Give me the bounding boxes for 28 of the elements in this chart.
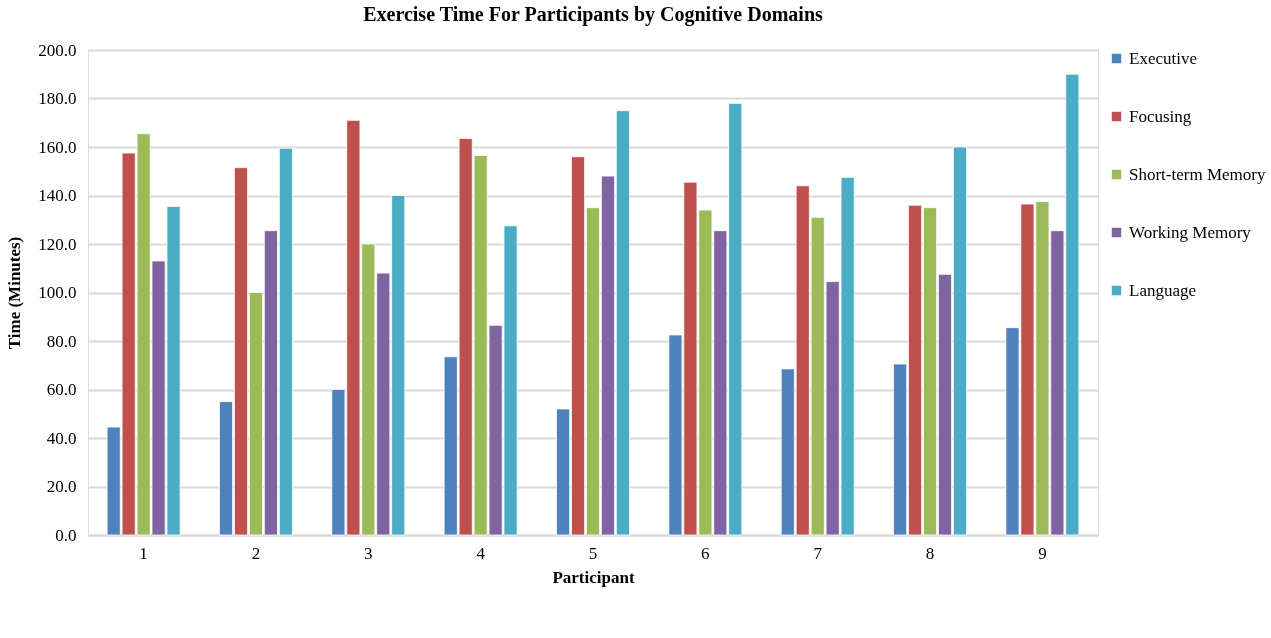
y-tick-label: 60.0: [46, 380, 77, 399]
x-tick-label: 4: [476, 543, 486, 563]
x-tick-label: 2: [251, 543, 261, 563]
chart-title: Exercise Time For Participants by Cognitive Domains: [363, 3, 824, 26]
x-tick-label: 9: [1038, 543, 1047, 563]
y-tick-label: 120.0: [38, 234, 77, 254]
legend-label: Focusing: [1129, 106, 1192, 126]
y-axis-title: Time (Minutes): [5, 236, 25, 350]
x-tick-label: 7: [813, 543, 823, 563]
y-tick-label: 0.0: [55, 525, 77, 545]
y-tick-label: 80.0: [46, 331, 77, 351]
y-tick-label: 140.0: [38, 186, 77, 205]
x-axis-title: Participant: [552, 567, 635, 587]
legend-label: Language: [1129, 280, 1197, 300]
x-tick-label: 1: [139, 543, 148, 563]
legend-label: Executive: [1129, 48, 1197, 68]
x-tick-label: 8: [925, 543, 935, 563]
x-tick-label: 6: [701, 543, 710, 563]
y-tick-label: 40.0: [46, 428, 77, 448]
y-tick-label: 200.0: [38, 40, 77, 60]
x-tick-label: 5: [588, 543, 598, 563]
y-tick-label: 180.0: [38, 89, 77, 108]
legend-label: Short-term Memory: [1129, 164, 1266, 184]
x-tick-label: 3: [364, 543, 373, 563]
y-tick-label: 100.0: [38, 283, 77, 302]
legend-label: Working Memory: [1129, 222, 1252, 242]
y-tick-label: 20.0: [46, 477, 77, 496]
y-tick-label: 160.0: [38, 137, 77, 157]
